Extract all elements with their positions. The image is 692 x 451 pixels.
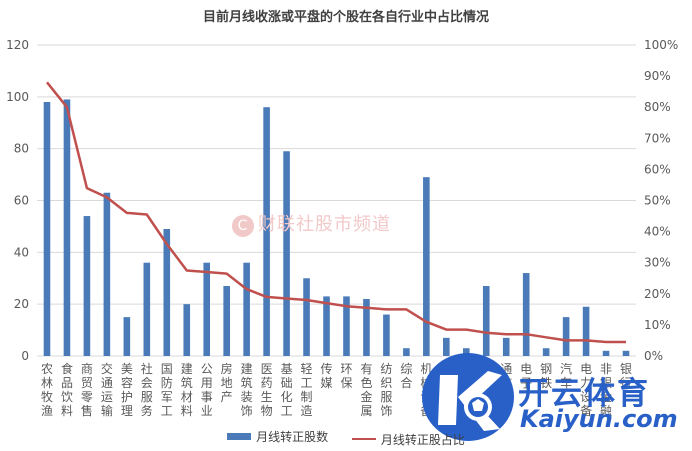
bar	[602, 350, 610, 356]
bar	[403, 348, 410, 356]
watermark-text: 财联社股市频道	[258, 214, 391, 235]
watermark-logo-icon: C	[232, 215, 254, 237]
bar	[562, 317, 570, 356]
bar	[63, 99, 71, 357]
bar	[163, 229, 171, 356]
x-tick-label: 社会服务	[141, 361, 153, 418]
y-right-tick-label: 10%	[644, 318, 671, 332]
bar	[243, 262, 250, 356]
x-tick-label: 综合	[400, 362, 412, 390]
legend-item-bar: 月线转正股数	[227, 428, 328, 445]
bar	[83, 216, 91, 356]
overlay-logo-subtext: Kaiyun.com	[520, 405, 678, 433]
x-tick-label: 轻工制造	[301, 362, 313, 418]
x-tick-label: 有色金属	[360, 362, 372, 418]
bar	[143, 262, 151, 356]
bar	[343, 296, 350, 356]
y-right-tick-label: 60%	[644, 162, 671, 176]
legend-label-bar: 月线转正股数	[256, 430, 329, 444]
bar	[123, 317, 131, 356]
x-tick-label: 医药生物	[261, 362, 273, 418]
bar	[502, 337, 510, 356]
y-right-tick-label: 80%	[644, 100, 671, 114]
bar	[223, 286, 230, 356]
y-right-tick-label: 70%	[644, 131, 671, 145]
bar	[462, 348, 470, 356]
bar	[303, 278, 310, 356]
y-right-tick-label: 90%	[644, 69, 671, 83]
bar	[283, 151, 290, 356]
bar	[203, 262, 211, 356]
y-right-tick-label: 50%	[644, 194, 671, 208]
bar	[383, 314, 390, 356]
y-right-tick-label: 100%	[644, 38, 678, 52]
bar	[363, 298, 370, 356]
x-tick-label: 美容护理	[121, 362, 133, 418]
x-tick-label: 建筑材料	[181, 362, 193, 418]
bar	[482, 286, 490, 356]
bar	[443, 337, 450, 356]
line-series	[46, 81, 626, 344]
legend-label-line: 月线转正股占比	[380, 432, 465, 447]
x-tick-label: 房地产	[221, 361, 233, 404]
overlay-logo-text: 开云体育	[518, 376, 650, 412]
bar	[103, 192, 111, 356]
x-tick-label: 纺织服饰	[380, 362, 392, 418]
x-tick-label: 非银金融	[600, 362, 612, 418]
y-right-tick-label: 40%	[644, 225, 671, 239]
y-left-tick-label: 60	[14, 194, 29, 208]
x-tick-label: 农林牧渔	[41, 362, 53, 418]
x-tick-label: 建筑装饰	[241, 362, 253, 418]
bar	[522, 273, 530, 356]
bar	[323, 296, 330, 356]
legend-bar-swatch	[227, 433, 252, 440]
y-left-tick-label: 20	[14, 297, 29, 311]
kaiyun-logo-icon	[422, 353, 514, 441]
y-left-tick-label: 120	[6, 38, 29, 52]
x-tick-label: 环保	[340, 362, 352, 390]
bar	[263, 107, 270, 356]
x-tick-label: 传媒	[321, 361, 333, 390]
x-tick-label: 交通运输	[101, 361, 113, 418]
x-tick-label: 电子	[520, 362, 532, 390]
watermark: C 财联社股市频道	[232, 210, 391, 237]
chart-title: 目前月线收涨或平盘的个股在各自行业中占比情况	[202, 10, 489, 25]
chart-legend: 月线转正股数 月线转正股占比	[0, 428, 692, 448]
y-left-tick-label: 80	[14, 142, 29, 156]
y-left-tick-label: 100	[6, 90, 29, 104]
y-right-tick-label: 30%	[644, 256, 671, 270]
x-tick-label: 商贸零售	[81, 361, 93, 418]
x-tick-label: 基础化工	[281, 362, 293, 418]
y-right-tick-label: 20%	[644, 287, 671, 301]
x-tick-label: 国防军工	[161, 362, 173, 418]
x-tick-label: 电力设备	[580, 362, 592, 418]
x-tick-label: 银行	[620, 362, 632, 390]
bar	[542, 348, 550, 356]
x-tick-label: 公用事业	[201, 362, 213, 418]
x-tick-label: 汽车	[560, 361, 572, 390]
bar	[423, 177, 430, 356]
y-right-tick-label: 0%	[644, 349, 663, 363]
legend-line-swatch	[351, 438, 376, 440]
y-left-tick-label: 0	[21, 349, 29, 363]
bar	[582, 306, 590, 356]
x-tick-label: 钢铁	[540, 362, 552, 390]
bar	[43, 102, 51, 357]
y-left-tick-label: 40	[14, 245, 29, 259]
legend-item-line: 月线转正股占比	[351, 431, 465, 448]
x-tick-label: 食品饮料	[61, 361, 73, 418]
bar	[183, 304, 191, 356]
bar	[622, 350, 630, 356]
